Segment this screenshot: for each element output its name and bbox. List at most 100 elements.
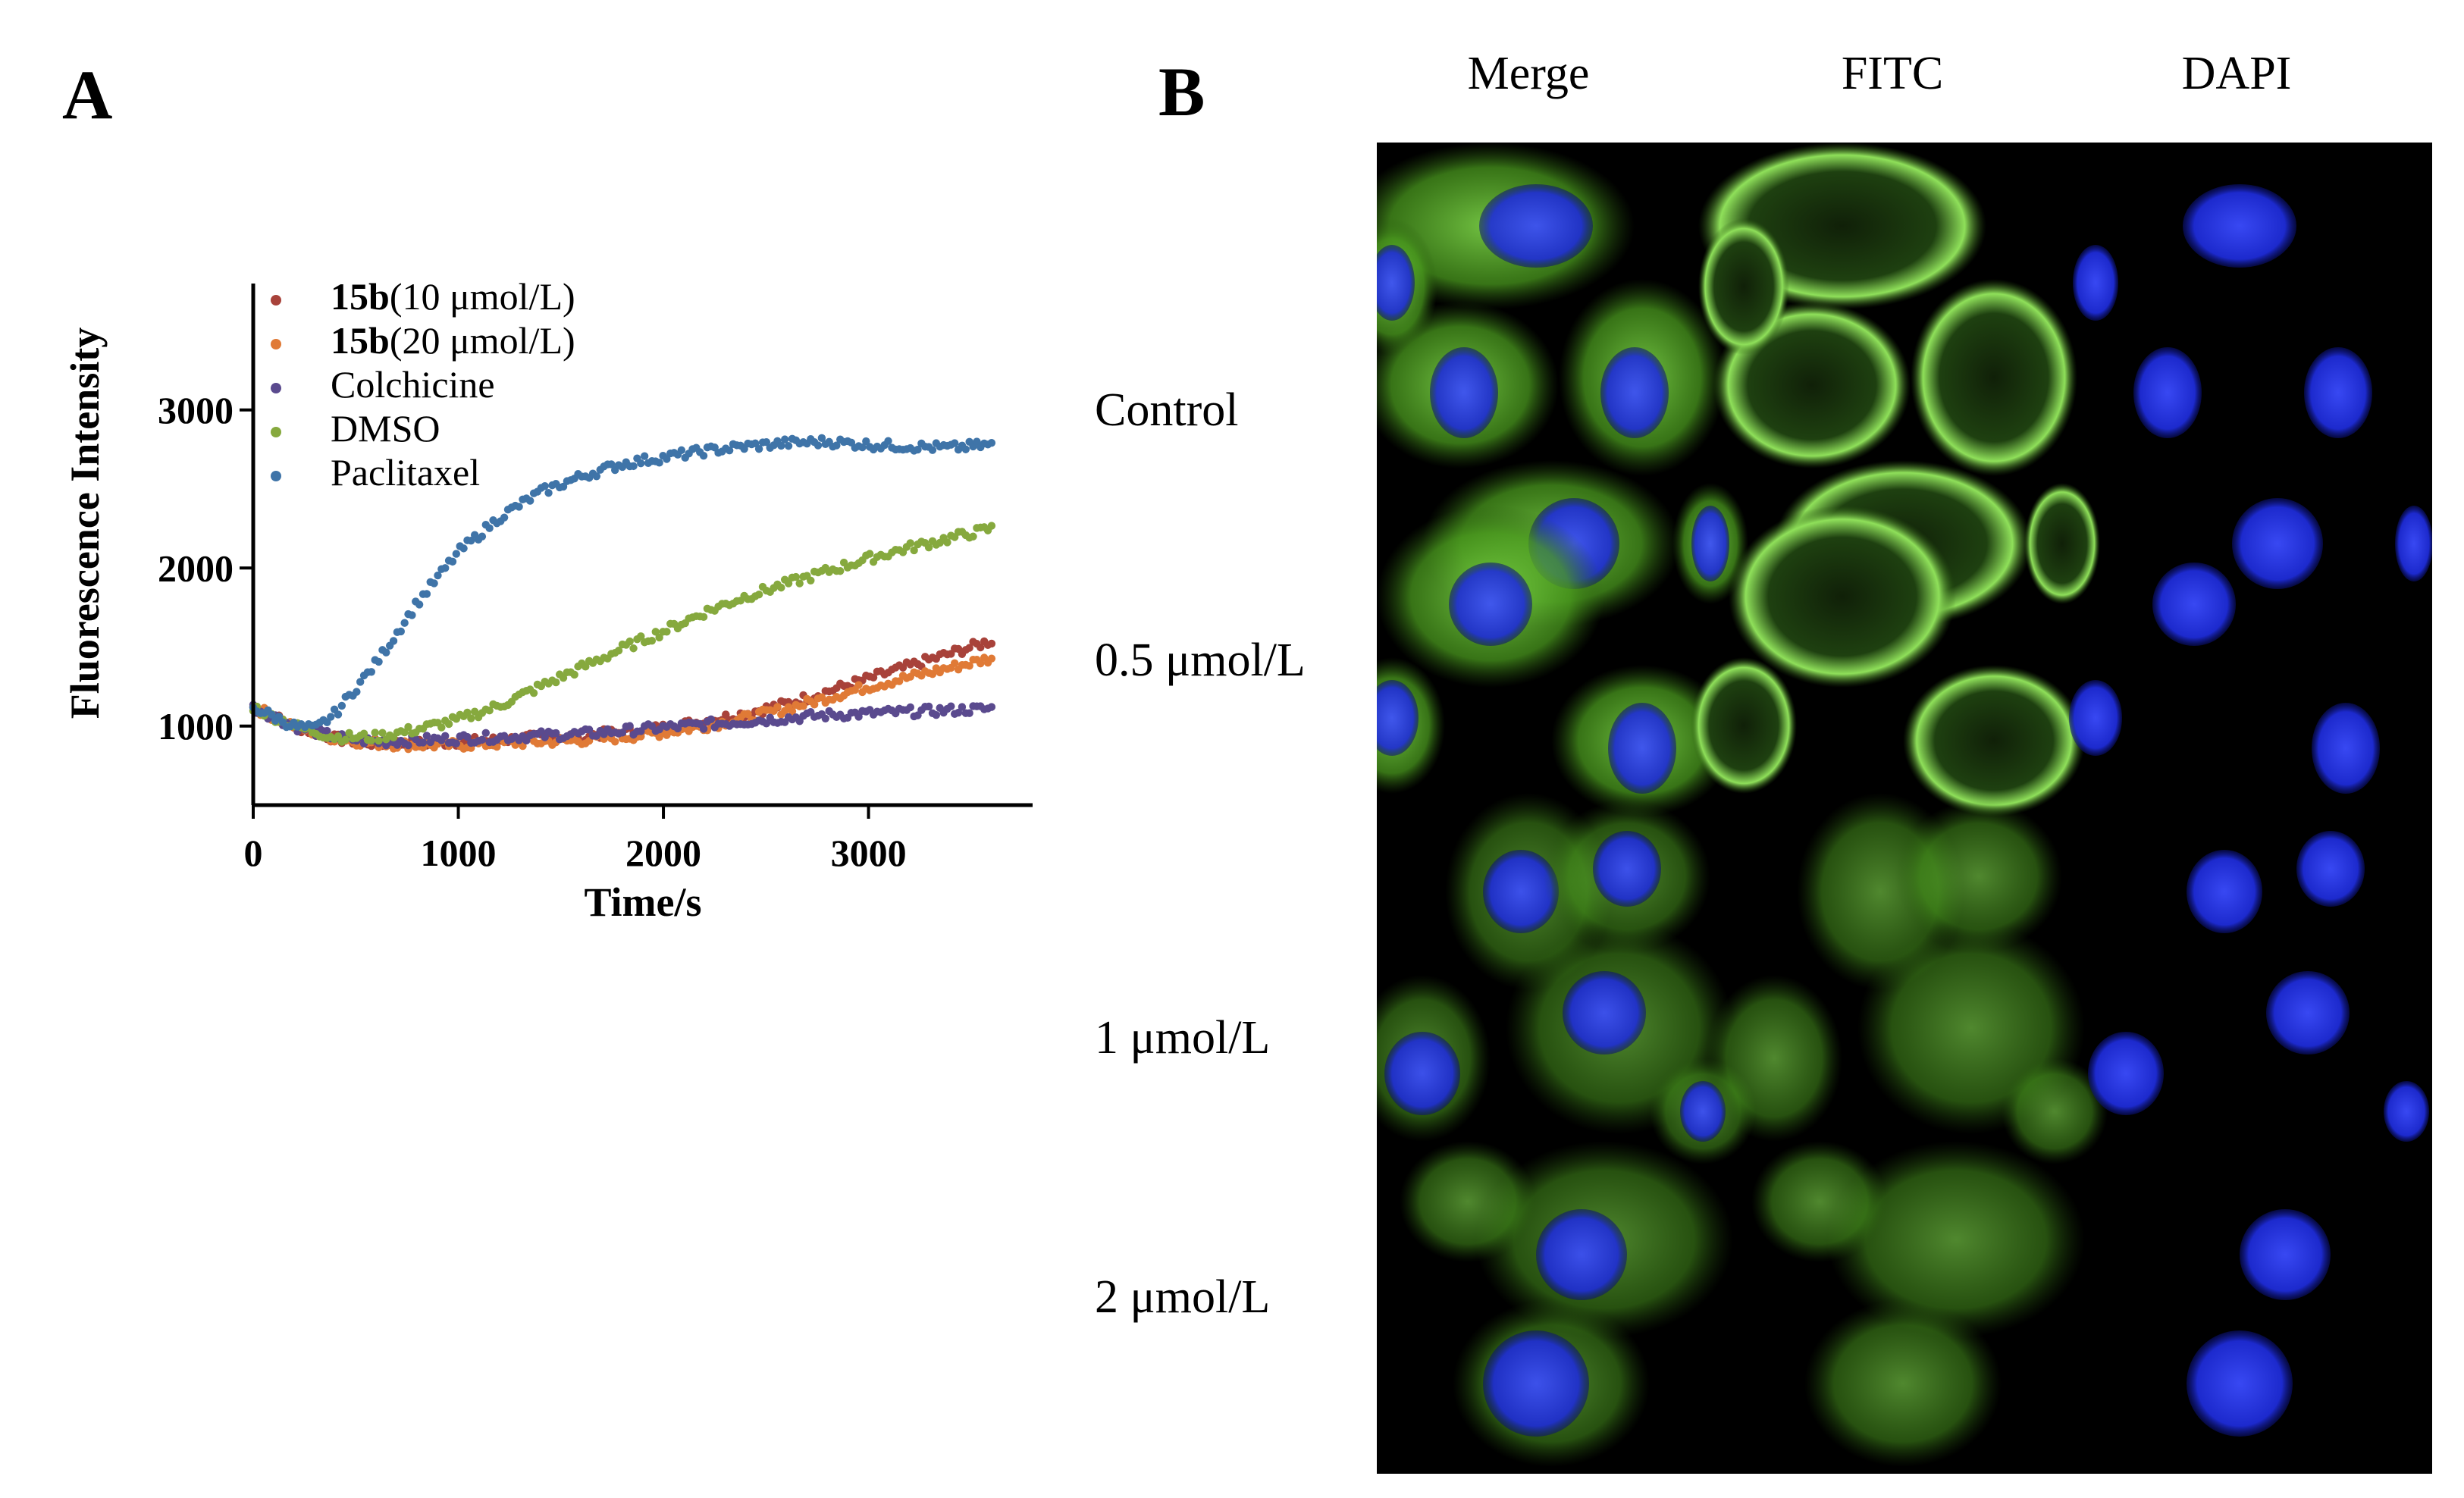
data-point	[268, 710, 276, 719]
data-point	[895, 677, 904, 685]
data-point	[353, 688, 361, 696]
data-point	[655, 633, 663, 642]
nucleus	[2395, 506, 2432, 581]
data-point	[987, 438, 996, 447]
nucleus	[2183, 184, 2296, 268]
cell-body	[1751, 1141, 1888, 1262]
nucleus	[2384, 1081, 2429, 1142]
data-point	[481, 729, 490, 738]
y-axis-title: Fluorescence Intensity	[62, 327, 108, 719]
nucleus	[1483, 850, 1559, 933]
y-tick-label: 3000	[158, 389, 234, 431]
x-tick-label: 2000	[625, 832, 701, 874]
data-point	[977, 643, 985, 652]
data-point	[327, 713, 335, 721]
data-point	[958, 703, 967, 711]
x-tick-label: 1000	[421, 832, 497, 874]
data-point	[954, 708, 963, 717]
data-point	[784, 579, 793, 588]
data-point	[437, 723, 446, 732]
data-point	[614, 647, 623, 655]
data-point	[832, 441, 841, 450]
data-point	[924, 702, 933, 711]
data-point	[788, 707, 797, 716]
data-point	[807, 576, 815, 584]
data-point	[858, 443, 867, 452]
nucleus	[1593, 831, 1661, 907]
row-label-control: Control	[1095, 384, 1239, 436]
data-point	[744, 710, 752, 719]
data-point	[408, 611, 416, 619]
data-point	[441, 732, 450, 741]
legend-label: DMSO	[331, 407, 440, 450]
y-tick-label: 2000	[158, 547, 234, 589]
data-point	[725, 446, 734, 455]
column-header-merge: Merge	[1467, 48, 1590, 99]
nucleus	[1536, 1209, 1627, 1300]
data-point	[371, 729, 379, 737]
nucleus	[1608, 703, 1676, 794]
data-point	[906, 703, 914, 712]
data-point	[951, 659, 959, 667]
data-point	[655, 459, 663, 467]
data-point	[928, 670, 937, 678]
data-point	[663, 455, 671, 463]
data-point	[869, 673, 878, 682]
data-point	[987, 639, 996, 648]
data-point	[515, 503, 523, 511]
data-point	[467, 536, 475, 545]
data-point	[977, 660, 985, 668]
data-point	[987, 654, 996, 663]
data-point	[415, 600, 424, 609]
data-point	[607, 460, 616, 469]
legend-marker	[271, 339, 281, 349]
legend-label: 15b(20 μmol/L)	[331, 319, 575, 362]
data-point	[762, 719, 771, 728]
data-point	[537, 727, 546, 735]
data-point	[463, 732, 472, 741]
data-point	[274, 713, 284, 721]
data-point	[334, 732, 343, 741]
data-point	[452, 550, 461, 558]
nucleus	[1377, 680, 1419, 756]
data-point	[397, 627, 405, 636]
data-point	[356, 678, 365, 686]
nucleus	[2088, 1032, 2164, 1115]
series-3	[249, 522, 996, 746]
nucleus	[2232, 498, 2323, 589]
data-point	[906, 539, 914, 547]
data-point	[629, 462, 638, 471]
cell-body	[1706, 975, 1842, 1142]
data-point	[430, 579, 438, 588]
row-label-0-5: 0.5 μmol/L	[1095, 635, 1306, 686]
column-header-fitc: FITC	[1841, 48, 1944, 99]
legend-label: 15b(10 μmol/L)	[331, 275, 575, 318]
data-point	[866, 550, 874, 558]
cell-body	[1903, 665, 2085, 816]
data-point	[559, 482, 568, 491]
nucleus	[1483, 1330, 1589, 1437]
nucleus	[1377, 245, 1415, 321]
legend-marker	[271, 383, 281, 393]
column-header-dapi: DAPI	[2181, 48, 2292, 99]
data-point	[987, 703, 996, 711]
data-point	[541, 733, 549, 741]
data-point	[817, 693, 826, 701]
microscopy-grid	[1377, 143, 2432, 1474]
data-point	[640, 452, 649, 460]
cell-body	[1804, 1300, 2002, 1467]
legend-label: Colchicine	[331, 363, 495, 406]
data-point	[810, 700, 819, 709]
data-point	[663, 628, 671, 636]
cell-body	[1911, 279, 2077, 476]
data-point	[592, 472, 601, 481]
data-point	[382, 648, 390, 657]
data-point	[784, 442, 793, 450]
cell-body	[1691, 657, 1797, 794]
data-point	[914, 445, 922, 454]
data-point	[777, 441, 785, 450]
data-point	[647, 636, 657, 645]
data-point	[813, 441, 823, 450]
data-point	[677, 446, 686, 455]
data-point	[862, 437, 870, 446]
